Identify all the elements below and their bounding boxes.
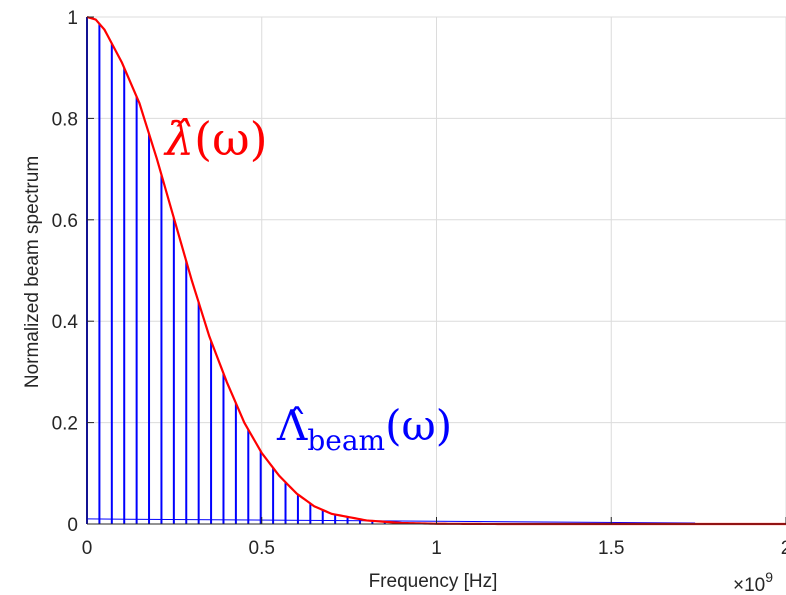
x-exponent-base: ×10 (733, 575, 765, 595)
beam-label-sub: beam (307, 424, 385, 457)
x-tick-label: 1.5 (598, 538, 624, 559)
y-tick-label: 0.6 (52, 211, 78, 232)
y-axis-label: Normalized beam spectrum (22, 156, 43, 388)
envelope-label-arg: (ω) (194, 112, 267, 166)
envelope-label-base: λ̂ (163, 112, 194, 166)
x-tick-label: 0 (82, 538, 93, 559)
x-tick-label: 1 (431, 538, 442, 559)
x-tick-label: 0.5 (249, 538, 275, 559)
tick-labels: 0 0.5 1 1.5 2 0 0.2 0.4 0.6 0.8 1 (52, 8, 786, 559)
x-tick-label: 2 (781, 538, 786, 559)
beam-label: Λ̂beam(ω) (276, 401, 452, 457)
y-tick-label: 1 (67, 8, 78, 29)
beam-baseline (86, 518, 696, 524)
x-exponent-power: 9 (765, 569, 773, 585)
envelope-label: λ̂(ω) (163, 112, 268, 166)
beam-label-arg: (ω) (385, 401, 452, 450)
beam-label-base: Λ̂ (276, 401, 308, 450)
y-tick-label: 0.4 (52, 312, 79, 333)
y-tick-label: 0 (67, 515, 78, 536)
axes (86, 16, 786, 525)
y-tick-label: 0.2 (52, 414, 78, 435)
y-tick-label: 0.8 (52, 109, 78, 130)
x-exponent-label: ×109 (733, 569, 773, 595)
x-axis-label: Frequency [Hz] (369, 571, 498, 592)
